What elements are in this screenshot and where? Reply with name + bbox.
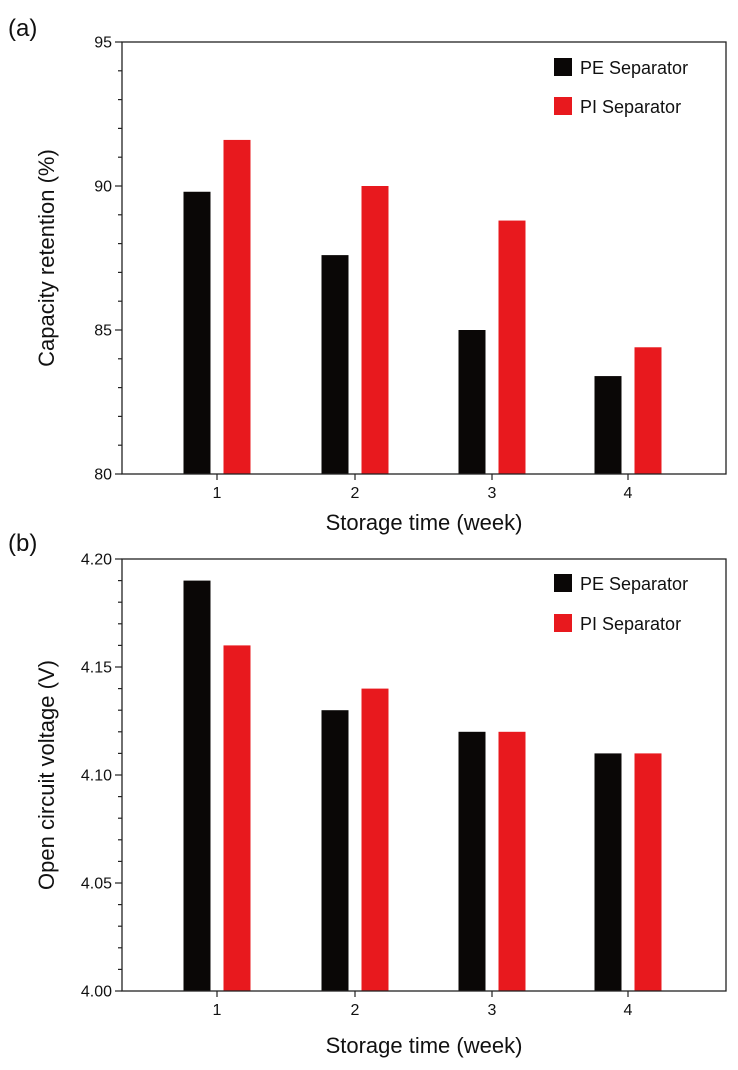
x-tick-label: 1 — [213, 1002, 222, 1019]
x-tick-label: 2 — [351, 1002, 360, 1019]
bar-pi-week-3 — [498, 731, 526, 991]
panel-b-x-axis-title: Storage time (week) — [326, 1033, 523, 1058]
x-tick-label: 3 — [488, 485, 497, 502]
y-tick-label: 4.05 — [81, 876, 112, 893]
y-tick-label: 95 — [94, 35, 112, 52]
panel-b-label: (b) — [8, 530, 37, 557]
bar-pe-week-2 — [321, 710, 349, 991]
y-tick-label: 4.10 — [81, 768, 112, 785]
panel-b-y-axis: 4.00 4.05 4.10 4.15 4.20 — [81, 552, 122, 1001]
y-tick-label: 4.20 — [81, 552, 112, 569]
legend-label-pe: PE Separator — [580, 574, 688, 594]
bar-pe-week-1 — [183, 580, 211, 991]
x-tick-label: 1 — [213, 485, 222, 502]
y-tick-label: 4.15 — [81, 660, 112, 677]
bar-pi-week-2 — [361, 688, 389, 991]
bar-pe-week-3 — [458, 330, 486, 474]
x-tick-label: 3 — [488, 1002, 497, 1019]
bar-pe-week-1 — [183, 191, 211, 474]
panel-a-bars — [183, 139, 662, 475]
panel-a-label: (a) — [8, 15, 37, 42]
bar-pi-week-2 — [361, 186, 389, 474]
legend-swatch-pi — [554, 97, 572, 115]
panel-b-y-axis-title: Open circuit voltage (V) — [34, 660, 59, 890]
legend-swatch-pi — [554, 614, 572, 632]
bar-pi-week-4 — [634, 753, 662, 991]
panel-b: (b) 4.00 4.05 4.10 4.15 4.20 1 2 3 4 Storage ti… — [8, 530, 727, 1058]
legend-swatch-pe — [554, 58, 572, 76]
bar-pi-week-3 — [498, 220, 526, 474]
legend-label-pe: PE Separator — [580, 58, 688, 78]
y-tick-label: 90 — [94, 179, 112, 196]
bar-pe-week-4 — [594, 376, 622, 474]
x-tick-label: 4 — [624, 1002, 633, 1019]
bar-pe-week-3 — [458, 731, 486, 991]
panel-a-x-axis-title: Storage time (week) — [326, 510, 523, 535]
legend-label-pi: PI Separator — [580, 614, 681, 634]
panel-a-y-axis: 80 85 90 95 — [94, 35, 122, 484]
y-tick-label: 4.00 — [81, 984, 112, 1001]
bar-pi-week-4 — [634, 347, 662, 474]
panel-b-legend: PE Separator PI Separator — [554, 574, 688, 634]
bar-pe-week-2 — [321, 255, 349, 474]
bar-pe-week-4 — [594, 753, 622, 991]
legend-label-pi: PI Separator — [580, 97, 681, 117]
bar-pi-week-1 — [223, 645, 251, 991]
panel-a-plot-frame — [121, 41, 727, 475]
x-tick-label: 2 — [351, 485, 360, 502]
x-tick-label: 4 — [624, 485, 633, 502]
panel-a-x-axis: 1 2 3 4 — [213, 474, 633, 502]
panel-a: (a) 80 85 90 95 1 2 3 4 Storage time (week) Ca… — [8, 15, 727, 535]
panel-a-y-axis-title: Capacity retention (%) — [34, 149, 59, 367]
y-tick-label: 85 — [94, 323, 112, 340]
panel-b-x-axis: 1 2 3 4 — [213, 991, 633, 1019]
y-tick-label: 80 — [94, 467, 112, 484]
panel-a-legend: PE Separator PI Separator — [554, 58, 688, 117]
legend-swatch-pe — [554, 574, 572, 592]
bar-pi-week-1 — [223, 139, 251, 475]
panel-b-bars — [183, 580, 662, 991]
